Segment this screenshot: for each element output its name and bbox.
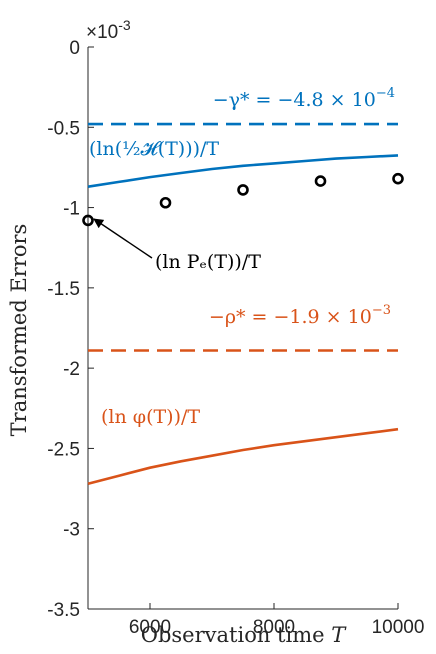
annotation-gamma: −γ* = −4.8 × 10−4 xyxy=(213,86,395,111)
y-tick-label: -2.5 xyxy=(47,439,80,460)
annotation-rho: −ρ* = −1.9 × 10−3 xyxy=(209,303,391,328)
marker-point xyxy=(237,184,249,196)
marker-point xyxy=(392,172,404,185)
y-tick-label: -1 xyxy=(63,199,80,220)
annotation-phi: (ln φ(T))/T xyxy=(101,406,200,428)
plot-area xyxy=(82,122,404,486)
annotation-Pe-arrow xyxy=(93,218,153,259)
y-tick-label: -1.5 xyxy=(47,279,80,300)
y-tick-label: -3.5 xyxy=(47,600,80,621)
x-ticks: 6000 8000 10000 xyxy=(129,603,425,638)
marker-point xyxy=(314,175,327,187)
y-tick-label: -0.5 xyxy=(47,118,80,139)
marker-point xyxy=(82,214,94,227)
y-tick-label: 0 xyxy=(69,38,80,59)
y-exponent-power: -3 xyxy=(118,17,131,33)
y-exponent-label: ×10-3 xyxy=(86,17,131,43)
y-tick-label: -2 xyxy=(63,359,80,380)
x-axis-label: Observation time T xyxy=(141,623,347,647)
solid-line xyxy=(87,154,399,188)
marker-point xyxy=(159,196,172,209)
annotation-Pe: (ln Pₑ(T))/T xyxy=(155,251,261,273)
x-tick-label: 6000 xyxy=(129,617,171,638)
x-tick-label: 10000 xyxy=(372,617,425,638)
axes xyxy=(87,47,398,610)
y-axis-label: Transformed Errors xyxy=(7,224,31,437)
x-tick-label: 8000 xyxy=(253,617,295,638)
y-tick-label: -3 xyxy=(63,520,80,541)
solid-line xyxy=(87,427,399,486)
annotation-H: (ln(½𝓗(T)))/T xyxy=(89,138,219,160)
y-ticks: 0 -0.5 -1 -1.5 -2 -2.5 -3 -3.5 xyxy=(47,38,94,621)
